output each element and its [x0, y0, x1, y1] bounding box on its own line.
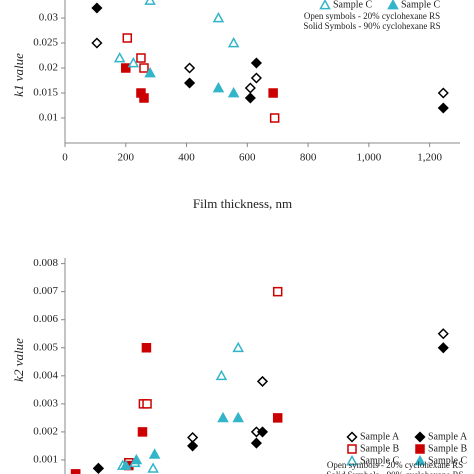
marker — [256, 426, 269, 438]
marker — [212, 11, 225, 23]
legend-label: Sample C — [428, 455, 467, 466]
marker — [232, 411, 244, 423]
x-tick-label: 1,200 — [417, 152, 442, 164]
y-tick-label: 0.015 — [33, 87, 58, 99]
marker — [142, 399, 152, 409]
y-tick-label: 0.005 — [33, 341, 58, 353]
note: Solid Symbols - 90% cyclohexane RS — [326, 470, 463, 474]
marker — [215, 369, 228, 381]
marker — [217, 411, 229, 423]
marker — [139, 63, 149, 73]
marker — [227, 36, 240, 48]
y-tick-label: 0.01 — [39, 112, 58, 124]
note: Open symbols - 20% cyclohexane RS — [327, 460, 463, 470]
marker — [232, 341, 244, 353]
y-tick-label: 0.004 — [33, 369, 58, 381]
y-tick-label: 0.008 — [33, 257, 58, 269]
marker — [136, 53, 146, 63]
y-tick-label: 0.003 — [33, 397, 58, 409]
marker — [272, 413, 283, 423]
marker — [437, 87, 449, 99]
y-tick-label: 0.006 — [33, 313, 58, 325]
legend-label: Sample C — [333, 0, 372, 10]
legend-label: Sample A — [428, 431, 468, 442]
marker — [256, 375, 269, 387]
marker — [70, 469, 81, 474]
marker — [346, 431, 358, 443]
x-tick-label: 800 — [300, 152, 317, 164]
marker — [387, 0, 399, 10]
marker — [91, 2, 103, 14]
marker — [139, 93, 149, 103]
x-tick-label: 600 — [239, 152, 256, 164]
marker — [227, 86, 240, 98]
marker — [187, 440, 199, 452]
marker — [414, 454, 426, 466]
marker — [250, 72, 262, 84]
marker — [92, 462, 104, 474]
x-tick-label: 400 — [178, 152, 195, 164]
legend-label: Sample C — [360, 455, 399, 466]
note: Solid Symbols - 90% cyclohexane RS — [303, 21, 440, 31]
legend-label: Sample B — [360, 443, 399, 454]
y-axis-label: k1 value — [11, 53, 26, 97]
marker — [137, 427, 148, 437]
x-tick-label: 200 — [118, 152, 135, 164]
legend-label: Sample A — [360, 431, 400, 442]
marker — [268, 88, 278, 98]
marker — [119, 459, 132, 470]
marker — [437, 342, 449, 354]
x-axis-label: Film thickness, nm — [193, 196, 292, 211]
marker — [437, 102, 449, 114]
marker — [147, 462, 159, 473]
note: Open symbols - 20% cyclohexane RS — [304, 11, 440, 21]
y-tick-label: 0.002 — [33, 425, 58, 437]
marker — [184, 77, 196, 89]
marker — [415, 444, 425, 454]
y-tick-label: 0.02 — [39, 62, 58, 74]
y-tick-label: 0.001 — [33, 453, 58, 465]
y-tick-label: 0.03 — [39, 12, 59, 24]
x-tick-label: 0 — [62, 152, 68, 164]
marker — [250, 437, 262, 449]
legend-label: Sample C — [401, 0, 440, 10]
marker — [141, 343, 152, 353]
marker — [272, 286, 283, 297]
marker — [414, 431, 426, 443]
y-axis-label: k2 value — [11, 338, 26, 382]
y-tick-label: 0.007 — [33, 285, 58, 297]
marker — [144, 0, 156, 5]
y-tick-label: 0.025 — [33, 37, 58, 49]
marker — [437, 328, 449, 340]
legend-label: Sample B — [428, 443, 467, 454]
marker — [122, 33, 133, 43]
marker — [250, 57, 262, 69]
marker — [212, 81, 225, 93]
marker — [347, 444, 357, 454]
marker — [121, 63, 131, 73]
marker — [269, 113, 280, 123]
marker — [144, 66, 156, 78]
marker — [113, 51, 126, 63]
marker — [127, 56, 140, 68]
marker — [244, 82, 256, 94]
marker — [244, 92, 256, 104]
marker — [184, 62, 196, 74]
marker — [346, 454, 358, 466]
marker — [91, 37, 103, 49]
marker — [319, 0, 331, 10]
x-tick-label: 1,000 — [356, 152, 381, 164]
marker — [148, 448, 161, 459]
marker — [130, 453, 143, 465]
